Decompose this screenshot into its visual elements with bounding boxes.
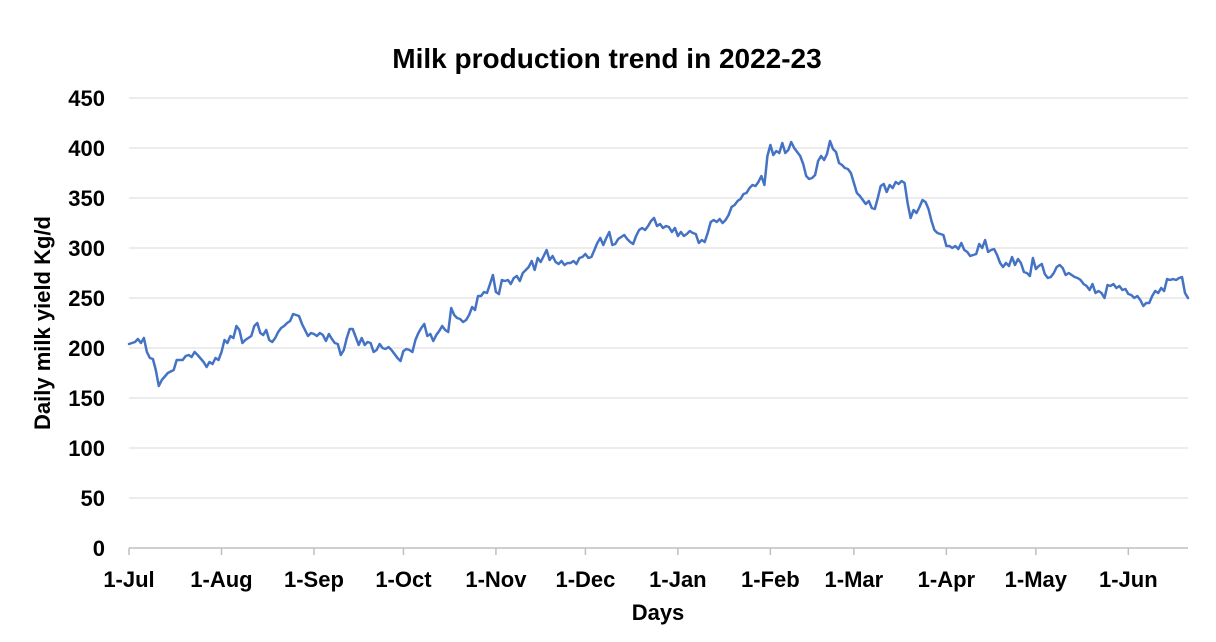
x-tick-label-1-Sep: 1-Sep (284, 567, 344, 592)
y-tick-label-250: 250 (68, 286, 105, 311)
y-axis-title: Daily milk yield Kg/d (30, 216, 55, 430)
y-tick-label-100: 100 (68, 436, 105, 461)
y-axis-tick-labels: 0 50 100 150 200 250 300 350 400 450 (68, 86, 105, 561)
x-tick-label-1-Apr: 1-Apr (918, 567, 976, 592)
x-axis-tick-labels: 1-Jul 1-Aug 1-Sep 1-Oct 1-Nov 1-Dec 1-Jan 1-Feb… (103, 567, 1157, 592)
axes (128, 547, 1188, 555)
y-tick-label-200: 200 (68, 336, 105, 361)
y-tick-label-350: 350 (68, 186, 105, 211)
x-tick-label-1-Aug: 1-Aug (190, 567, 252, 592)
y-tick-label-0: 0 (93, 536, 105, 561)
x-tick-label-1-Jan: 1-Jan (649, 567, 706, 592)
x-tick-label-1-Oct: 1-Oct (375, 567, 432, 592)
x-tick-label-1-Jul: 1-Jul (103, 567, 154, 592)
x-axis-title: Days (632, 600, 685, 625)
y-tick-label-150: 150 (68, 386, 105, 411)
y-tick-label-400: 400 (68, 136, 105, 161)
x-tick-label-1-Nov: 1-Nov (465, 567, 527, 592)
chart-title: Milk production trend in 2022-23 (392, 43, 821, 74)
x-tick-label-1-May: 1-May (1005, 567, 1068, 592)
series-layer (127, 139, 1190, 388)
gridlines (129, 97, 1188, 499)
y-tick-label-300: 300 (68, 236, 105, 261)
x-tick-label-1-Feb: 1-Feb (741, 567, 800, 592)
y-tick-label-450: 450 (68, 86, 105, 111)
x-tick-label-1-Mar: 1-Mar (825, 567, 884, 592)
y-tick-label-50: 50 (81, 486, 105, 511)
series-line-0 (127, 139, 1190, 388)
x-tick-label-1-Jun: 1-Jun (1099, 567, 1158, 592)
x-tick-label-1-Dec: 1-Dec (555, 567, 615, 592)
